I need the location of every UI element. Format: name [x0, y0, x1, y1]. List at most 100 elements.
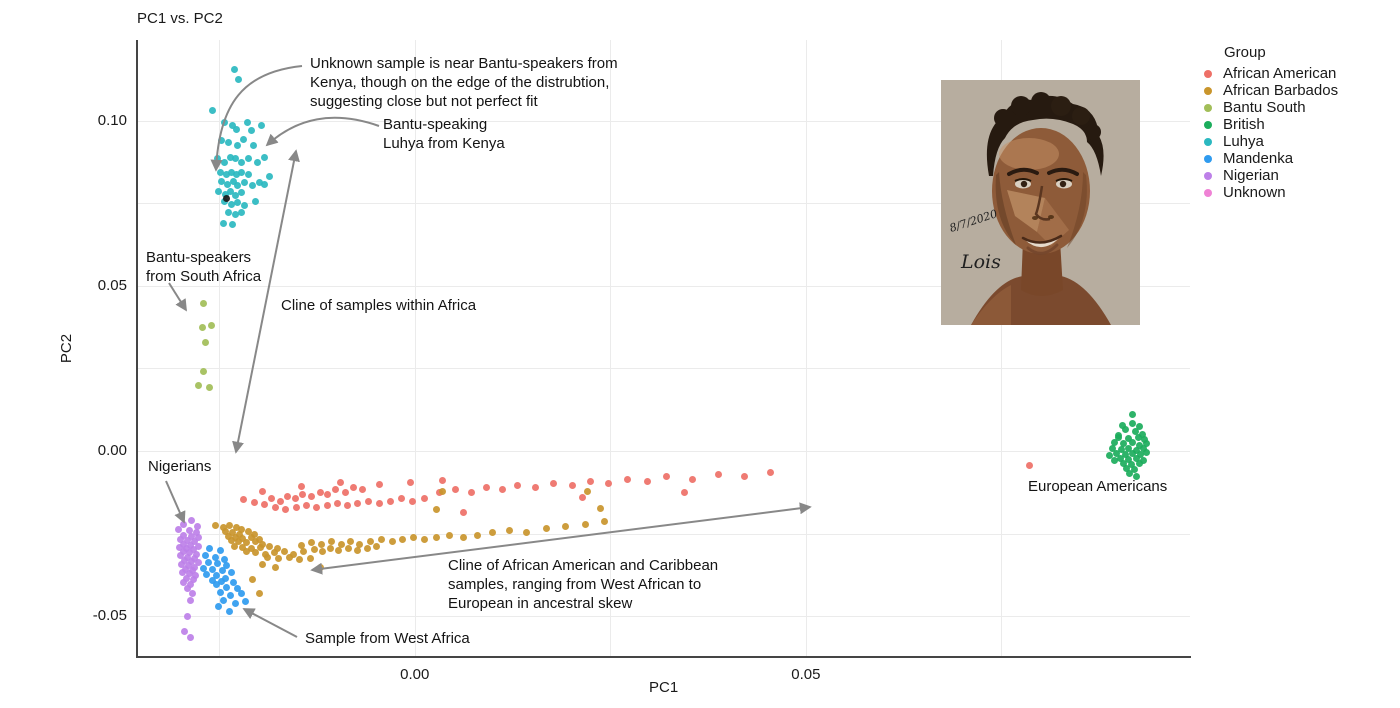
- data-point-british: [1132, 454, 1140, 462]
- legend-item-bantu-south: Bantu South: [1204, 99, 1338, 116]
- data-point-british: [1135, 460, 1143, 468]
- data-point-british: [1142, 449, 1150, 457]
- data-point-african-american: [343, 501, 351, 509]
- data-point-african-barbados: [296, 555, 304, 563]
- data-point-african-american: [741, 473, 749, 481]
- x-tick-label: 0.05: [791, 666, 821, 683]
- data-point-african-barbados: [244, 528, 252, 536]
- data-point-nigerian: [189, 590, 197, 598]
- legend-label: British: [1223, 116, 1265, 133]
- data-point-british: [1140, 444, 1148, 452]
- data-point-nigerian: [185, 562, 193, 570]
- data-point-mandenka: [208, 576, 216, 584]
- chart-title: PC1 vs. PC2: [137, 10, 223, 27]
- data-point-mandenka: [209, 565, 217, 573]
- data-point-african-barbados: [438, 488, 446, 496]
- legend-swatch-luhya: [1204, 137, 1212, 146]
- legend-swatch-african-american: [1204, 69, 1212, 78]
- legend-label: Luhya: [1223, 133, 1264, 150]
- data-point-african-barbados: [274, 544, 282, 552]
- data-point-mandenka: [220, 596, 228, 604]
- data-point-luhya: [225, 138, 233, 146]
- data-point-african-american: [316, 488, 324, 496]
- data-point-british: [1130, 465, 1138, 473]
- data-point-african-barbados: [421, 535, 429, 543]
- data-point-british: [1105, 452, 1113, 460]
- data-point-mandenka: [221, 555, 229, 563]
- data-point-african-american: [324, 491, 332, 499]
- annotation-luhya: Bantu-speaking Luhya from Kenya: [383, 116, 505, 153]
- data-point-african-barbados: [326, 544, 334, 552]
- data-point-african-barbados: [289, 550, 297, 558]
- annotation-west-africa: Sample from West Africa: [305, 630, 470, 647]
- data-point-african-american: [587, 477, 595, 485]
- data-point-nigerian: [188, 517, 196, 525]
- data-point-african-barbados: [307, 554, 315, 562]
- data-point-luhya: [239, 135, 247, 143]
- data-point-british: [1133, 446, 1141, 454]
- data-point-african-american: [767, 468, 775, 476]
- arrow-luhya: [265, 116, 380, 147]
- data-point-luhya: [261, 153, 269, 161]
- data-point-nigerian: [180, 578, 188, 586]
- legend-swatch-unknown: [1204, 188, 1212, 197]
- data-point-british: [1136, 422, 1144, 430]
- data-point-luhya: [224, 180, 232, 188]
- legend-swatch-british: [1204, 120, 1212, 129]
- data-point-british: [1117, 445, 1125, 453]
- data-point-african-barbados: [247, 533, 255, 541]
- data-point-mandenka: [242, 597, 250, 605]
- data-point-african-barbados: [311, 545, 319, 553]
- data-point-african-barbados: [219, 524, 227, 532]
- data-point-african-barbados: [318, 548, 326, 556]
- data-point-british: [1141, 435, 1149, 443]
- data-point-british: [1127, 461, 1135, 469]
- data-point-bantu-south: [195, 382, 203, 390]
- data-point-mandenka: [227, 592, 235, 600]
- data-point-luhya: [257, 122, 265, 130]
- data-point-luhya: [245, 170, 253, 178]
- data-point-luhya: [228, 168, 236, 176]
- data-point-african-barbados: [433, 506, 441, 514]
- data-point-bantu-south: [207, 322, 215, 330]
- data-point-african-barbados: [211, 521, 219, 529]
- data-point-african-american: [408, 497, 416, 505]
- data-point-african-american: [663, 473, 671, 481]
- data-point-african-barbados: [334, 547, 342, 555]
- data-point-luhya: [209, 107, 217, 115]
- data-point-african-barbados: [258, 561, 266, 569]
- data-point-luhya: [237, 158, 245, 166]
- legend-item-luhya: Luhya: [1204, 133, 1338, 150]
- data-point-african-barbados: [600, 518, 608, 526]
- data-point-african-barbados: [473, 531, 481, 539]
- legend-item-mandenka: Mandenka: [1204, 150, 1338, 167]
- data-point-british: [1121, 426, 1129, 434]
- data-point-british: [1120, 460, 1127, 468]
- y-tick-label: -0.05: [92, 607, 127, 625]
- data-point-british: [1131, 428, 1139, 436]
- data-point-british: [1110, 457, 1118, 465]
- data-point-nigerian: [184, 537, 192, 545]
- data-point-luhya: [223, 170, 231, 178]
- data-point-british: [1136, 441, 1144, 449]
- data-point-nigerian: [182, 544, 190, 552]
- data-point-african-american: [250, 498, 258, 506]
- data-point-african-barbados: [316, 563, 324, 571]
- data-point-british: [1139, 456, 1147, 464]
- gridline-horizontal: [137, 368, 1190, 370]
- data-point-nigerian: [187, 634, 195, 642]
- data-point-african-american: [323, 501, 331, 509]
- legend-item-african-american: African American: [1204, 65, 1338, 82]
- data-point-african-american: [498, 486, 506, 494]
- data-point-british: [1128, 420, 1136, 428]
- data-point-african-american: [282, 506, 290, 514]
- legend-label: Nigerian: [1223, 167, 1279, 184]
- data-point-african-american: [271, 504, 279, 512]
- gridline-vertical: [805, 40, 807, 657]
- data-point-african-barbados: [523, 529, 531, 537]
- data-point-african-barbados: [584, 488, 592, 496]
- data-point-british: [1123, 464, 1131, 472]
- data-point-british: [1111, 439, 1119, 447]
- annotation-nigerians: Nigerians: [148, 458, 212, 475]
- data-point-mandenka: [217, 588, 225, 596]
